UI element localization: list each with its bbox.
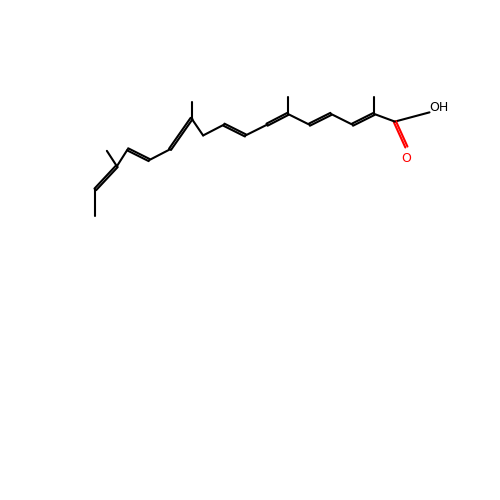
Text: O: O bbox=[402, 152, 411, 166]
Text: OH: OH bbox=[430, 101, 449, 114]
